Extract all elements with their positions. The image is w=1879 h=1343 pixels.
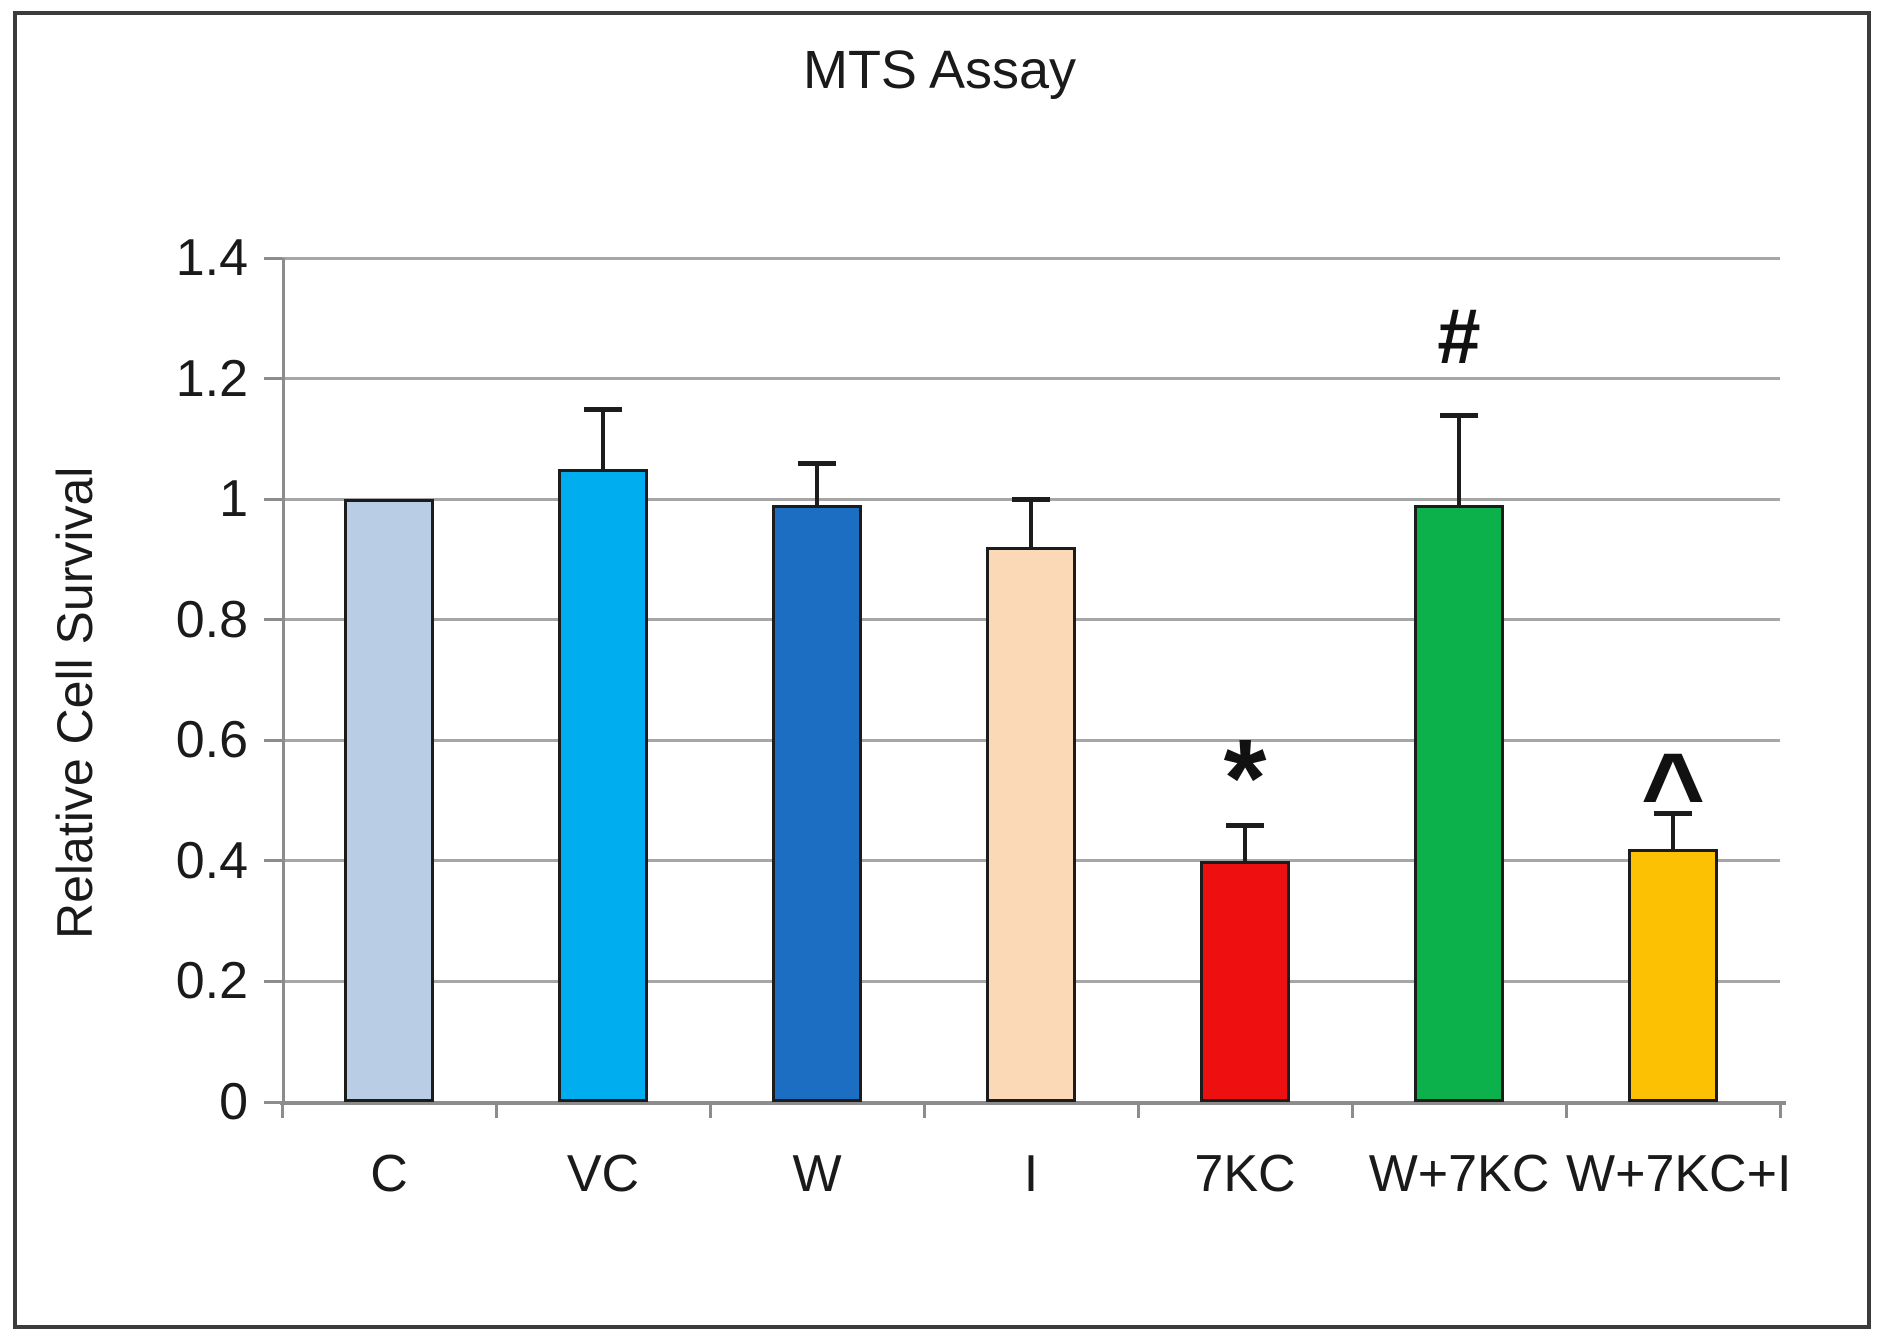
y-tick — [264, 256, 282, 260]
x-label-C: C — [370, 1145, 408, 1203]
x-tick — [1779, 1102, 1782, 1118]
y-tick — [264, 377, 282, 381]
y-tick-label: 1.2 — [175, 349, 248, 408]
y-axis-line — [282, 258, 285, 1102]
y-tick — [264, 859, 282, 863]
chart-title: MTS Assay — [802, 40, 1077, 100]
x-tick — [1351, 1102, 1354, 1118]
y-tick-label: 1.4 — [175, 229, 248, 287]
error-bar-cap-W+7KC+I — [1654, 810, 1692, 816]
error-bar-VC — [601, 408, 605, 473]
y-tick-label: 0 — [219, 1073, 248, 1131]
annotation-W+7KC: # — [1437, 291, 1481, 380]
y-tick-label: 0.2 — [175, 952, 248, 1011]
y-tick — [264, 497, 282, 501]
error-bar-cap-VC — [584, 406, 622, 412]
error-bar-W+7KC — [1457, 414, 1461, 510]
x-label-W+7KC+I: W+7KC+I — [1566, 1145, 1792, 1203]
error-bar-I — [1029, 499, 1033, 552]
error-bar-W+7KC+I — [1671, 812, 1675, 853]
y-tick — [264, 618, 282, 622]
bar-C — [344, 499, 434, 1102]
bar-W — [772, 505, 862, 1102]
error-bar-cap-W+7KC — [1440, 412, 1478, 418]
y-tick — [264, 738, 282, 742]
bar-VC — [558, 469, 648, 1102]
x-label-W: W — [792, 1145, 842, 1203]
figure-border — [13, 11, 1871, 1329]
annotation-7KC: * — [1223, 716, 1267, 840]
y-tick-label: 0.4 — [175, 831, 248, 890]
error-bar-cap-7KC — [1226, 822, 1264, 828]
error-bar-7KC — [1243, 824, 1247, 865]
x-tick — [709, 1102, 712, 1118]
x-tick — [923, 1102, 926, 1118]
x-label-VC: VC — [566, 1145, 640, 1203]
gridline — [282, 377, 1780, 381]
x-tick — [495, 1102, 498, 1118]
x-label-W+7KC: W+7KC — [1368, 1145, 1550, 1203]
x-tick — [1565, 1102, 1568, 1118]
x-tick — [1137, 1102, 1140, 1118]
error-bar-cap-W — [798, 460, 836, 466]
bar-W+7KC+I — [1628, 848, 1718, 1102]
bar-7KC — [1200, 860, 1290, 1102]
y-tick-label: 0.6 — [175, 711, 248, 770]
error-bar-cap-I — [1012, 497, 1050, 503]
bar-I — [986, 547, 1076, 1102]
y-tick — [264, 1100, 282, 1104]
annotation-W+7KC+I: ^ — [1640, 730, 1706, 854]
x-tick — [281, 1102, 284, 1118]
bar-W+7KC — [1414, 505, 1504, 1102]
y-tick-label: 0.8 — [175, 590, 248, 649]
error-bar-W — [815, 462, 819, 510]
x-axis-line — [280, 1101, 1786, 1105]
gridline — [282, 256, 1780, 260]
x-label-I: I — [1023, 1145, 1039, 1203]
y-tick-label: 1 — [219, 470, 248, 529]
y-tick — [264, 979, 282, 983]
x-label-7KC: 7KC — [1194, 1145, 1296, 1203]
